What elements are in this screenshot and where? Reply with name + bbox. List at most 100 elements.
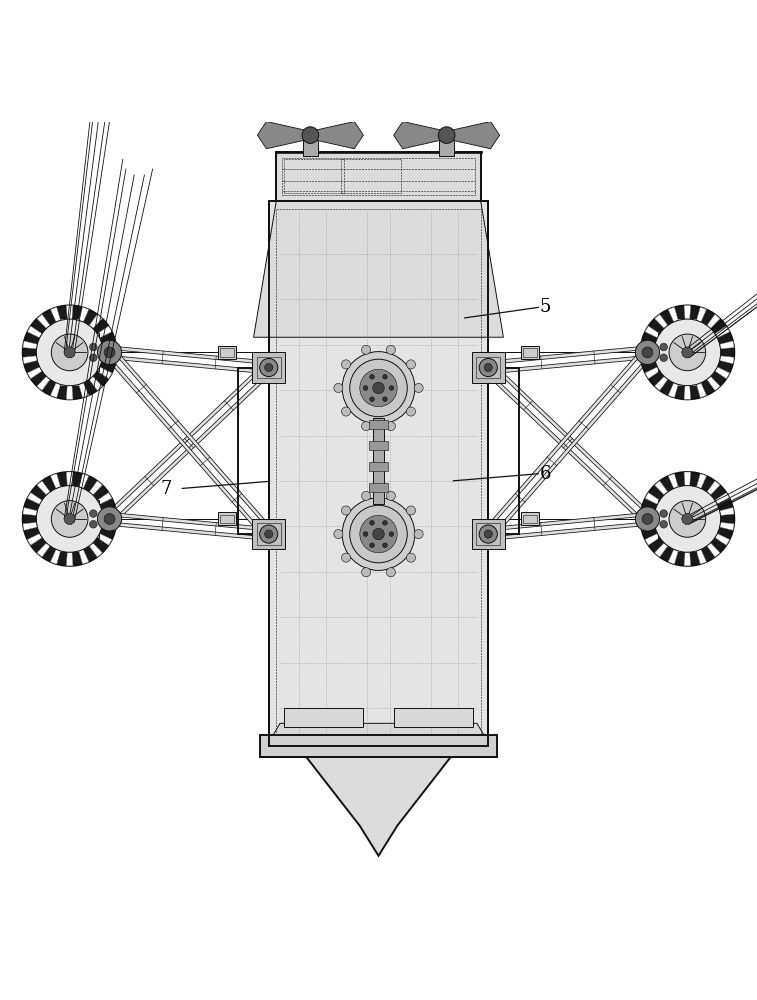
Circle shape [682,513,693,524]
Polygon shape [678,486,696,552]
Bar [523,348,537,357]
Circle shape [660,520,668,528]
Polygon shape [707,314,720,328]
Polygon shape [684,386,690,399]
Polygon shape [707,543,720,557]
Polygon shape [79,307,89,322]
Polygon shape [102,522,117,530]
Circle shape [479,358,497,377]
Bar [439,140,454,156]
Circle shape [36,319,103,386]
Polygon shape [720,356,734,364]
Circle shape [484,530,492,538]
Circle shape [389,532,394,536]
Polygon shape [89,314,102,328]
Circle shape [362,345,371,354]
Circle shape [671,354,678,362]
Polygon shape [684,472,690,486]
Circle shape [369,397,374,401]
Bar [284,159,344,193]
Circle shape [386,345,395,354]
Circle shape [369,374,374,379]
Bar [284,708,363,727]
Circle shape [262,361,276,374]
Circle shape [334,530,343,539]
Circle shape [372,382,385,394]
Polygon shape [27,534,42,545]
Text: 6: 6 [539,465,551,483]
Polygon shape [488,355,648,374]
Circle shape [363,532,368,536]
Circle shape [654,319,721,386]
Polygon shape [484,370,646,524]
Circle shape [79,510,86,517]
Circle shape [89,343,97,351]
Polygon shape [27,493,42,504]
Circle shape [654,486,721,552]
Polygon shape [645,493,660,504]
Polygon shape [67,386,73,399]
Polygon shape [668,307,678,322]
Bar [369,420,388,429]
Bar [303,140,318,156]
Circle shape [334,383,343,393]
Polygon shape [715,326,730,338]
Polygon shape [104,354,266,538]
Circle shape [104,513,115,524]
Circle shape [386,422,395,431]
Bar [269,201,488,746]
Circle shape [383,521,388,525]
Polygon shape [27,367,42,379]
Bar [523,515,537,523]
Polygon shape [102,356,117,364]
Circle shape [360,515,397,553]
Polygon shape [280,723,477,856]
Polygon shape [89,481,102,495]
Circle shape [479,525,497,543]
Circle shape [341,360,350,369]
Circle shape [98,340,122,364]
Polygon shape [79,549,89,564]
Circle shape [660,510,668,517]
Bar [257,357,281,378]
Polygon shape [491,363,652,517]
Polygon shape [655,481,668,495]
Polygon shape [61,486,79,552]
Polygon shape [645,367,660,379]
Circle shape [23,305,117,399]
Polygon shape [655,314,668,328]
Polygon shape [97,326,112,338]
Bar [659,500,683,538]
Bar [74,333,98,371]
Bar [218,512,236,525]
Polygon shape [696,383,706,398]
Circle shape [260,525,278,543]
Circle shape [362,422,371,431]
Polygon shape [696,474,706,488]
Polygon shape [111,370,273,524]
Circle shape [671,510,678,517]
Polygon shape [684,552,690,566]
Circle shape [262,527,276,541]
Circle shape [350,359,407,417]
Circle shape [481,527,495,541]
Bar [476,357,500,378]
Circle shape [407,407,416,416]
Polygon shape [645,534,660,545]
Polygon shape [51,383,61,398]
Circle shape [642,347,653,358]
Polygon shape [715,493,730,504]
Bar [252,519,285,549]
Bar [373,418,384,504]
Polygon shape [102,508,117,515]
Polygon shape [484,348,645,532]
Polygon shape [707,376,720,390]
Polygon shape [67,305,73,319]
Polygon shape [37,314,50,328]
Polygon shape [23,341,37,349]
Bar [74,500,98,538]
Polygon shape [51,549,61,564]
Circle shape [260,358,278,377]
Circle shape [265,530,273,538]
Polygon shape [720,522,734,530]
